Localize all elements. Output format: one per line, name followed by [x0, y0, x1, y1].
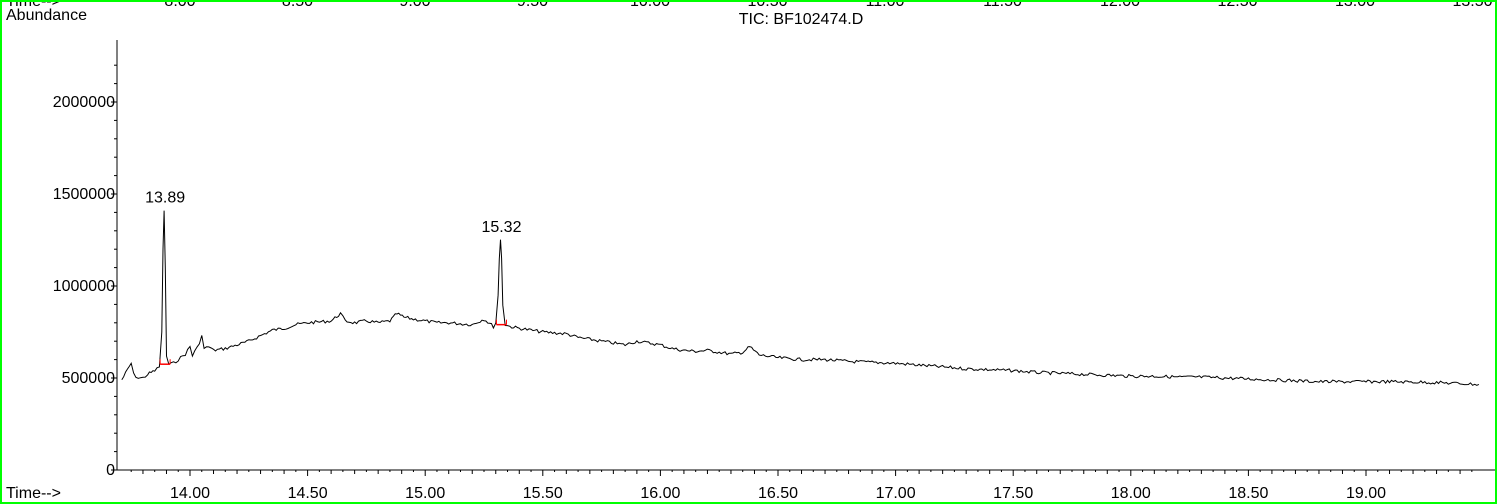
peak-label: 15.32: [481, 219, 521, 236]
top-axis-tick-label: 9.50: [517, 2, 548, 10]
peak-annotations: 13.89 15.32: [145, 190, 522, 365]
x-tick-label: 16.50: [758, 485, 798, 502]
x-tick-label: 14.00: [170, 485, 210, 502]
x-tick-label: 15.50: [523, 485, 563, 502]
y-tick-label: 500000: [62, 370, 115, 387]
y-axis-label: Abundance: [6, 7, 87, 24]
top-axis-tick-label: 13.00: [1335, 2, 1375, 10]
top-axis-tick-label: 11.00: [866, 2, 905, 10]
peak-label: 13.89: [145, 190, 185, 207]
top-axis-tick-label: 10.00: [630, 2, 670, 10]
chart-title: TIC: BF102474.D: [739, 11, 864, 28]
series-group: [121, 210, 1480, 386]
top-axis-tick-label: 8.50: [282, 2, 313, 10]
top-axis-tick-label: 9.00: [399, 2, 430, 10]
y-axis-ticks: 0 500000 1000000 1500000 2000000: [53, 64, 117, 479]
x-tick-label: 14.50: [288, 485, 328, 502]
top-axis-tick-label: 12.00: [1100, 2, 1140, 10]
x-tick-label: 18.50: [1228, 485, 1268, 502]
x-tick-label: 15.00: [405, 485, 445, 502]
x-axis-label: Time-->: [6, 485, 61, 502]
x-tick-label: 16.00: [640, 485, 680, 502]
top-axis-tick-label: 13.50: [1452, 2, 1492, 10]
x-axis-ticks: 14.00 14.50 15.00 15.50 16.00 16.50 17.00 17.50…: [130, 470, 1473, 502]
x-tick-label: 17.00: [876, 485, 916, 502]
series-line: [121, 210, 1480, 386]
x-tick-label: 18.00: [1111, 485, 1151, 502]
x-tick-label: 17.50: [993, 485, 1033, 502]
x-tick-label: 19.00: [1346, 485, 1386, 502]
top-axis-tick-label: 10.50: [747, 2, 787, 10]
top-axis-prefix: Time-->: [6, 2, 61, 10]
y-tick-label: 1000000: [53, 278, 115, 295]
top-axis-tick-label: 11.50: [983, 2, 1022, 10]
y-tick-label: 1500000: [53, 186, 115, 203]
y-tick-label: 2000000: [53, 94, 115, 111]
top-axis-tick-label: 8.00: [164, 2, 195, 10]
top-axis-tick-label: 12.50: [1217, 2, 1257, 10]
previous-panel-axis-labels: Time--> 8.00 8.50 9.00 9.50 10.00 10.50 11.00 11…: [6, 2, 1493, 10]
y-tick-label: 0: [106, 462, 115, 479]
